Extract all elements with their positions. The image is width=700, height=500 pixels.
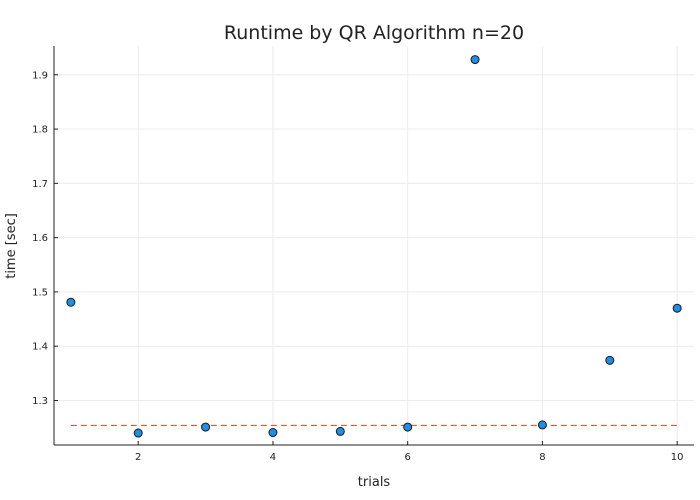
y-tick-label: 1.3 [32, 396, 48, 407]
plot-area [66, 55, 682, 438]
x-tick-label: 6 [404, 452, 410, 463]
data-point [470, 55, 480, 65]
y-tick-label: 1.6 [32, 233, 48, 244]
data-point [268, 428, 278, 438]
y-tick-label: 1.8 [32, 125, 48, 136]
data-point [403, 422, 413, 432]
chart-title: Runtime by QR Algorithm n=20 [224, 22, 524, 44]
data-point [335, 426, 345, 436]
data-point [66, 297, 76, 307]
y-tick-label: 1.4 [32, 342, 48, 353]
data-point [537, 420, 547, 430]
data-point [133, 428, 143, 438]
x-axis-label: trials [358, 475, 391, 490]
x-tick-label: 10 [671, 452, 684, 463]
x-tick-label: 8 [539, 452, 545, 463]
grid [54, 46, 694, 445]
y-tick-label: 1.5 [32, 287, 48, 298]
data-point [605, 355, 615, 365]
data-point [672, 303, 682, 313]
y-tick-label: 1.9 [32, 70, 48, 81]
y-axis-label: time [sec] [4, 213, 19, 279]
x-tick-label: 4 [270, 452, 276, 463]
y-tick-label: 1.7 [32, 179, 48, 190]
x-tick-label: 2 [135, 452, 141, 463]
data-point [201, 422, 211, 432]
axes: 2 4 6 8 10 1.3 1.4 1.5 1.6 1.7 1.8 1.9 [32, 46, 694, 463]
